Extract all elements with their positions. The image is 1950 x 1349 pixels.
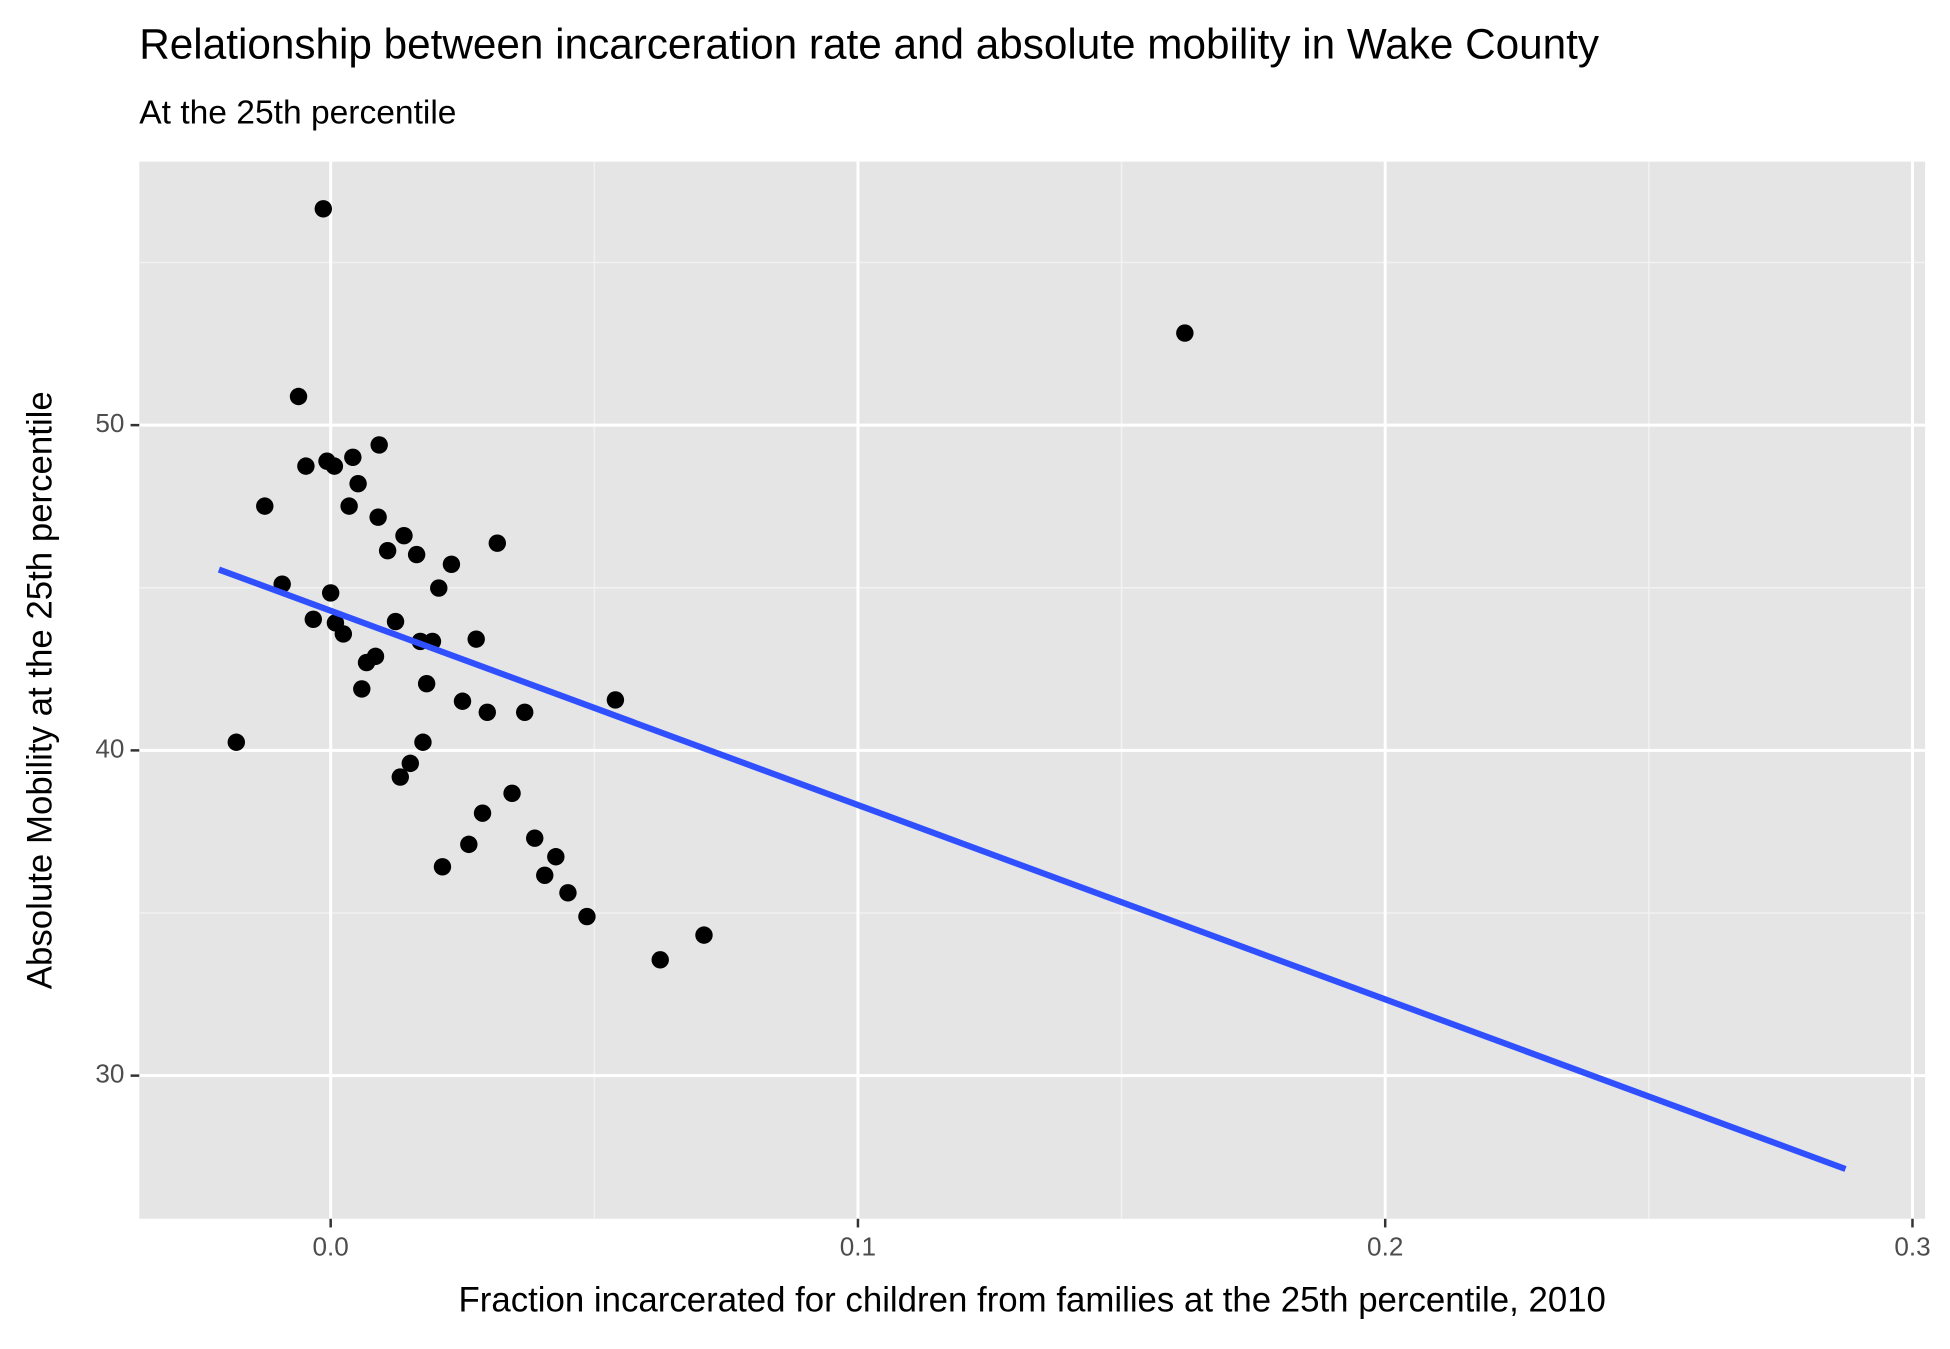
chart-subtitle: At the 25th percentile bbox=[139, 94, 456, 131]
y-tick-label: 30 bbox=[95, 1059, 124, 1089]
point bbox=[353, 680, 371, 698]
point bbox=[395, 527, 413, 545]
panel bbox=[139, 161, 1926, 1219]
point bbox=[391, 768, 409, 786]
point bbox=[488, 534, 507, 552]
point bbox=[1176, 324, 1194, 342]
point bbox=[289, 387, 308, 406]
point bbox=[325, 457, 344, 475]
plot-root: Relationship between incarceration rate … bbox=[20, 20, 1930, 1319]
point bbox=[651, 951, 669, 969]
point bbox=[357, 653, 376, 672]
point bbox=[297, 457, 315, 475]
point bbox=[386, 612, 405, 631]
point bbox=[401, 754, 420, 773]
point bbox=[433, 858, 452, 876]
point bbox=[467, 630, 485, 648]
y-axis-title: Absolute Mobility at the 25th percentile bbox=[20, 391, 59, 989]
x-axis-title: Fraction incarcerated for children from … bbox=[458, 1280, 1605, 1319]
point bbox=[369, 508, 387, 526]
point bbox=[314, 200, 333, 218]
x-tick-label: 0.3 bbox=[1894, 1231, 1930, 1261]
point bbox=[578, 907, 596, 926]
point bbox=[340, 497, 358, 515]
point bbox=[321, 584, 340, 602]
point bbox=[559, 884, 577, 902]
y-tick-label: 50 bbox=[95, 408, 124, 438]
point bbox=[606, 691, 625, 709]
point bbox=[473, 804, 492, 822]
point bbox=[695, 926, 713, 944]
point bbox=[430, 579, 448, 597]
point bbox=[344, 448, 362, 467]
point bbox=[442, 555, 461, 574]
point bbox=[516, 703, 534, 722]
point bbox=[256, 497, 274, 515]
point bbox=[547, 848, 565, 866]
point bbox=[478, 703, 496, 722]
point bbox=[370, 436, 388, 454]
y-tick-label: 40 bbox=[95, 733, 124, 763]
point bbox=[304, 610, 322, 629]
trend-line bbox=[217, 566, 1847, 1172]
point bbox=[526, 829, 544, 847]
point bbox=[349, 474, 367, 493]
point bbox=[407, 545, 426, 564]
x-tick-label: 0.1 bbox=[840, 1231, 876, 1261]
point bbox=[378, 541, 397, 560]
point bbox=[460, 835, 478, 854]
point bbox=[503, 784, 521, 803]
point bbox=[334, 625, 353, 643]
point bbox=[227, 733, 246, 751]
x-tick-label: 0.0 bbox=[313, 1231, 349, 1261]
point bbox=[453, 692, 472, 710]
point bbox=[417, 674, 436, 693]
chart-title: Relationship between incarceration rate … bbox=[139, 20, 1600, 67]
point bbox=[414, 733, 432, 751]
x-tick-label: 0.2 bbox=[1367, 1231, 1403, 1261]
point bbox=[536, 866, 554, 884]
